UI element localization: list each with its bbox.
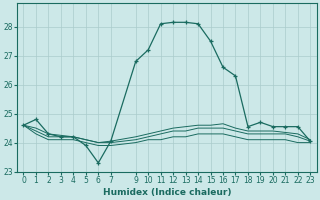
X-axis label: Humidex (Indice chaleur): Humidex (Indice chaleur) — [103, 188, 231, 197]
